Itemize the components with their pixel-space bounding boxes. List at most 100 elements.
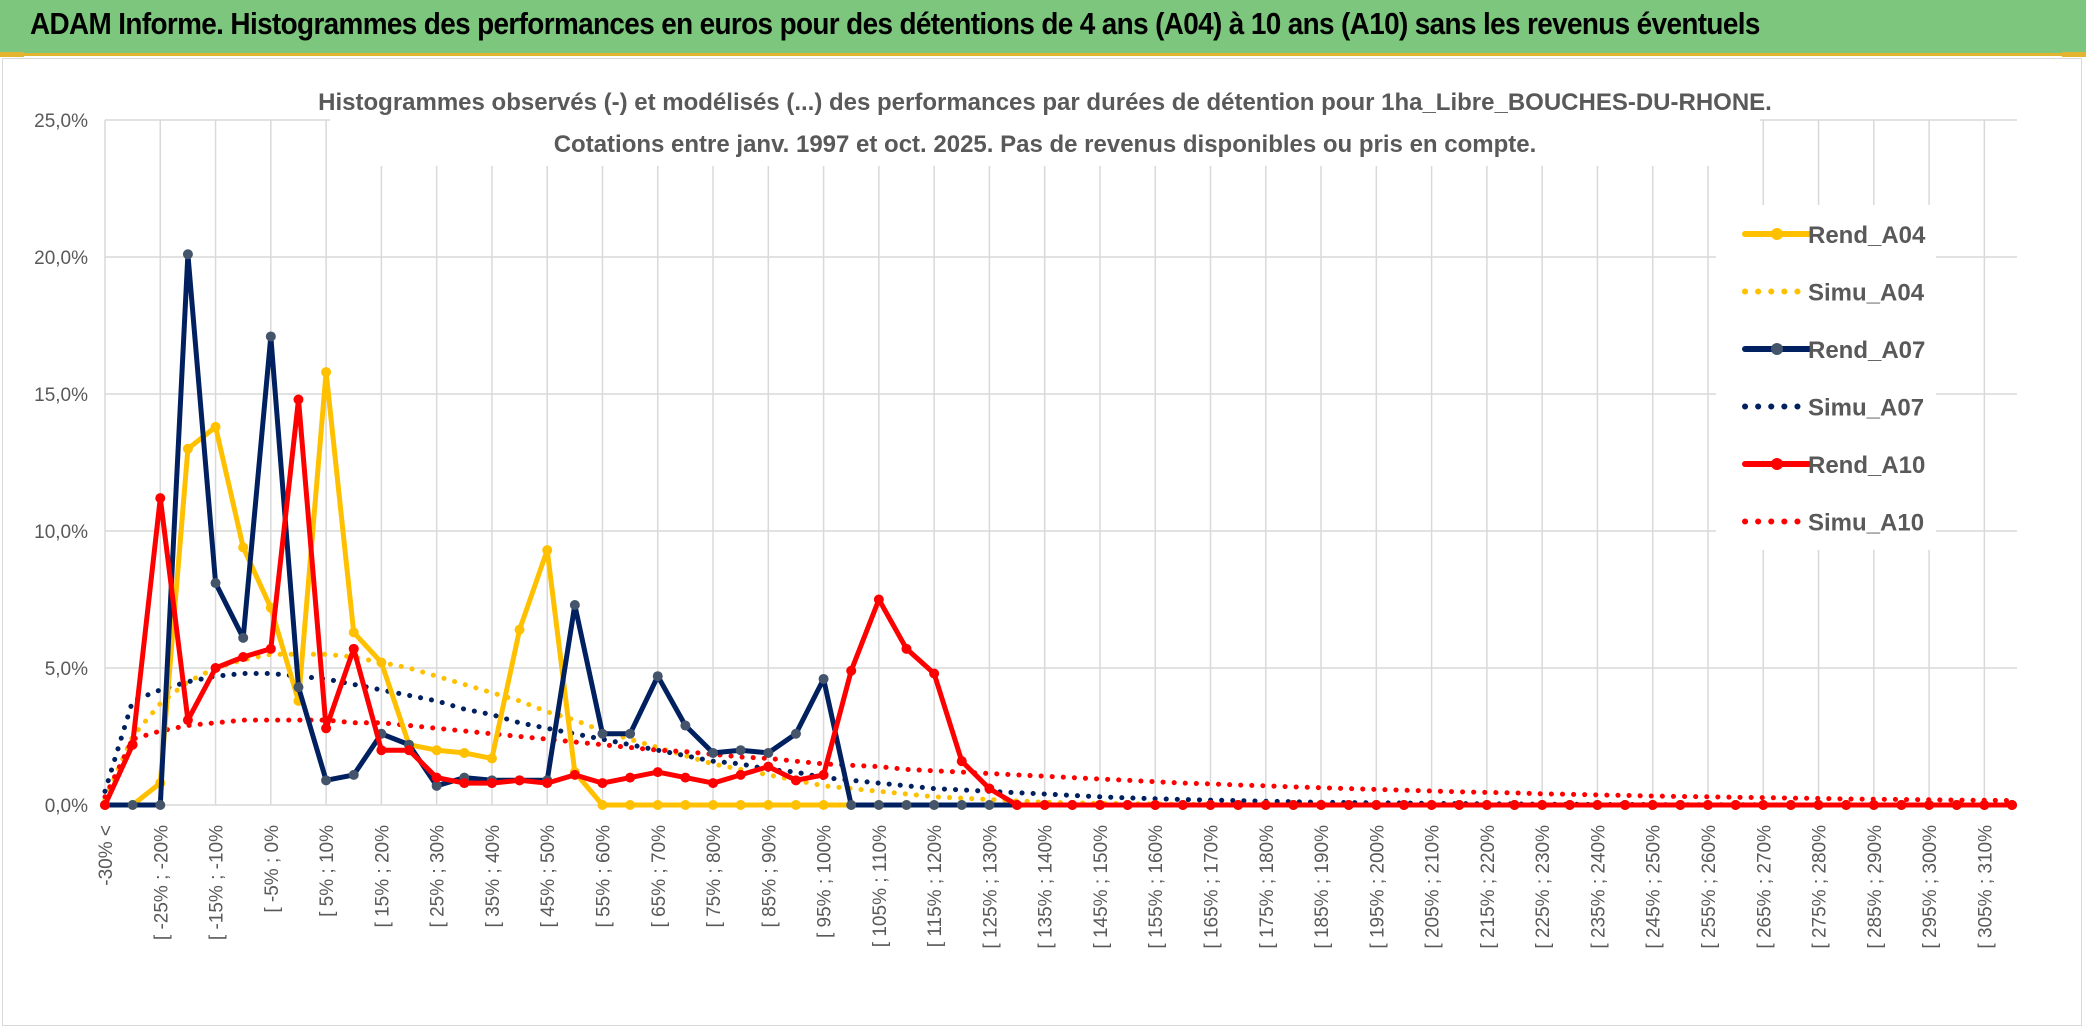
data-point-rend_a10 xyxy=(763,761,774,772)
data-point-rend_a04 xyxy=(238,542,249,553)
data-point-rend_a10 xyxy=(376,745,387,756)
x-tick-label: [ 125% ; 130% xyxy=(980,825,1001,949)
series-layer xyxy=(100,249,2017,810)
x-tick-label: [ 245% ; 250% xyxy=(1644,825,1665,949)
data-point-rend_a10 xyxy=(1371,800,1382,810)
y-tick-label: 5,0% xyxy=(45,659,88,680)
data-point-rend_a10 xyxy=(486,778,497,789)
y-tick-label: 15,0% xyxy=(34,385,88,406)
data-point-rend_a07 xyxy=(321,775,332,786)
data-point-rend_a10 xyxy=(1039,800,1050,810)
legend-label: Simu_A04 xyxy=(1808,280,1925,307)
x-tick-label: -30% < xyxy=(96,825,117,886)
data-point-rend_a10 xyxy=(984,783,995,794)
data-point-rend_a04 xyxy=(790,800,801,810)
data-point-rend_a10 xyxy=(1896,800,1907,810)
data-point-rend_a04 xyxy=(486,753,497,764)
corner-accent-right xyxy=(2062,52,2086,57)
x-tick-label: [ 105% ; 110% xyxy=(870,825,891,947)
data-point-rend_a10 xyxy=(2007,800,2017,810)
x-tick-label: [ 195% ; 200% xyxy=(1367,825,1388,949)
x-tick-label: [ 295% ; 300% xyxy=(1920,825,1941,949)
x-tick-label: [ 175% ; 180% xyxy=(1257,825,1278,949)
subtitle-background xyxy=(330,84,1760,166)
data-point-rend_a07 xyxy=(182,249,193,260)
data-point-rend_a10 xyxy=(680,772,691,783)
data-point-rend_a10 xyxy=(1924,800,1935,810)
data-point-rend_a10 xyxy=(1564,800,1575,810)
data-point-rend_a10 xyxy=(1260,800,1271,810)
y-tick-label: 20,0% xyxy=(34,248,88,269)
data-point-rend_a07 xyxy=(929,800,940,810)
x-tick-label: [ 35% ; 40% xyxy=(483,825,504,928)
data-point-rend_a10 xyxy=(1730,800,1741,810)
data-point-rend_a10 xyxy=(1067,800,1078,810)
series-line-rend_a10 xyxy=(102,397,2015,808)
data-point-rend_a04 xyxy=(376,657,387,668)
data-point-rend_a04 xyxy=(597,800,608,810)
x-tick-label: [ 255% ; 260% xyxy=(1699,825,1720,949)
series-line-simu_a07 xyxy=(102,671,2015,808)
data-point-rend_a10 xyxy=(1868,800,1879,810)
legend-background xyxy=(1716,205,1936,550)
data-point-rend_a10 xyxy=(1785,800,1796,810)
data-point-rend_a10 xyxy=(1841,800,1852,810)
data-point-rend_a07 xyxy=(597,728,608,739)
x-tick-label: [ 265% ; 270% xyxy=(1754,825,1775,949)
data-point-rend_a10 xyxy=(1758,800,1769,810)
x-tick-label: [ 155% ; 160% xyxy=(1146,825,1167,949)
x-tick-label: [ 45% ; 50% xyxy=(538,825,559,928)
x-tick-label: [ 165% ; 170% xyxy=(1202,825,1223,949)
data-point-rend_a07 xyxy=(155,800,166,810)
x-tick-label: [ 305% ; 310% xyxy=(1975,825,1996,949)
data-point-rend_a04 xyxy=(708,800,719,810)
x-tick-label: [ 235% ; 240% xyxy=(1588,825,1609,949)
data-point-rend_a10 xyxy=(901,643,912,654)
x-tick-label: [ 205% ; 210% xyxy=(1423,825,1444,949)
x-tick-label: [ 95% ; 100% xyxy=(815,825,836,938)
legend-label: Rend_A10 xyxy=(1808,452,1925,479)
data-point-rend_a04 xyxy=(348,627,359,638)
data-point-rend_a07 xyxy=(790,728,801,739)
data-point-rend_a10 xyxy=(708,778,719,789)
data-point-rend_a10 xyxy=(818,769,829,780)
data-point-rend_a10 xyxy=(1012,800,1023,810)
x-tick-label: [ 75% ; 80% xyxy=(704,825,725,928)
x-tick-label: [ 215% ; 220% xyxy=(1478,825,1499,949)
x-tick-label: [ 65% ; 70% xyxy=(649,825,670,928)
chart-title-line1: Histogrammes observés (-) et modélisés (… xyxy=(318,89,1772,116)
x-tick-label: [ 145% ; 150% xyxy=(1091,825,1112,949)
data-point-rend_a10 xyxy=(846,665,857,676)
data-point-rend_a10 xyxy=(1675,800,1686,810)
x-tick-label: [ -15% ; -10% xyxy=(207,825,228,940)
data-point-rend_a04 xyxy=(431,745,442,756)
data-point-rend_a10 xyxy=(1426,800,1437,810)
data-point-rend_a04 xyxy=(514,624,525,635)
data-point-rend_a07 xyxy=(210,578,221,589)
header-banner: ADAM Informe. Histogrammes des performan… xyxy=(0,0,2086,56)
data-point-rend_a10 xyxy=(431,772,442,783)
data-point-rend_a10 xyxy=(1316,800,1327,810)
data-point-rend_a10 xyxy=(321,723,332,734)
data-point-rend_a10 xyxy=(155,493,166,504)
data-point-rend_a10 xyxy=(735,769,746,780)
data-point-rend_a10 xyxy=(929,668,940,679)
data-point-rend_a10 xyxy=(1205,800,1216,810)
data-point-rend_a07 xyxy=(265,331,276,342)
x-tick-label: [ 5% ; 10% xyxy=(317,825,338,917)
series-line-simu_a04 xyxy=(102,651,2015,808)
legend: Rend_A04 Simu_A04 Rend_A07 Simu_A07 Rend_A10… xyxy=(1716,205,1936,550)
data-point-rend_a10 xyxy=(1592,800,1603,810)
data-point-rend_a10 xyxy=(569,769,580,780)
series-line-simu_a10 xyxy=(102,717,2015,804)
data-point-rend_a10 xyxy=(1509,800,1520,810)
data-point-rend_a10 xyxy=(1233,800,1244,810)
data-point-rend_a10 xyxy=(1122,800,1133,810)
x-tick-label: [ 25% ; 30% xyxy=(428,825,449,928)
data-point-rend_a10 xyxy=(100,800,110,810)
data-point-rend_a10 xyxy=(1647,800,1658,810)
corner-accent-left xyxy=(0,52,24,57)
data-point-rend_a10 xyxy=(1537,800,1548,810)
x-axis-ticks: -30% < [ -25% ; -20% [ -15% ; -10% [ -5% ; … xyxy=(96,825,1996,949)
x-tick-label: [ 15% ; 20% xyxy=(372,825,393,928)
